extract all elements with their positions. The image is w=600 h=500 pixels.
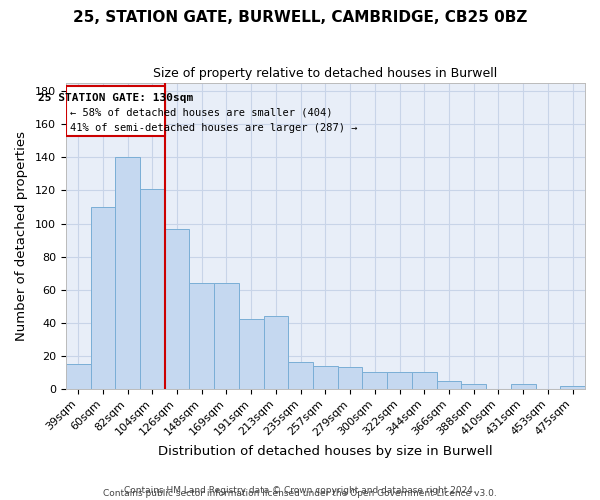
Text: Contains HM Land Registry data © Crown copyright and database right 2024.: Contains HM Land Registry data © Crown c… xyxy=(124,486,476,495)
Bar xyxy=(387,372,412,389)
Bar xyxy=(263,316,289,389)
Bar xyxy=(560,386,585,389)
Bar xyxy=(511,384,536,389)
Bar xyxy=(190,283,214,389)
Title: Size of property relative to detached houses in Burwell: Size of property relative to detached ho… xyxy=(153,68,497,80)
Bar xyxy=(214,283,239,389)
Bar xyxy=(313,366,338,389)
Bar xyxy=(338,368,362,389)
Bar xyxy=(66,86,164,136)
Bar xyxy=(66,364,91,389)
Text: 25, STATION GATE, BURWELL, CAMBRIDGE, CB25 0BZ: 25, STATION GATE, BURWELL, CAMBRIDGE, CB… xyxy=(73,10,527,25)
Bar xyxy=(362,372,387,389)
Bar xyxy=(164,228,190,389)
Bar xyxy=(437,380,461,389)
Text: Contains public sector information licensed under the Open Government Licence v3: Contains public sector information licen… xyxy=(103,488,497,498)
Y-axis label: Number of detached properties: Number of detached properties xyxy=(15,131,28,341)
Bar xyxy=(289,362,313,389)
Bar xyxy=(140,189,164,389)
Bar xyxy=(412,372,437,389)
Bar xyxy=(461,384,486,389)
Bar xyxy=(91,207,115,389)
Text: 25 STATION GATE: 130sqm: 25 STATION GATE: 130sqm xyxy=(38,93,193,103)
Bar xyxy=(239,320,263,389)
X-axis label: Distribution of detached houses by size in Burwell: Distribution of detached houses by size … xyxy=(158,444,493,458)
Text: ← 58% of detached houses are smaller (404): ← 58% of detached houses are smaller (40… xyxy=(70,108,332,118)
Text: 41% of semi-detached houses are larger (287) →: 41% of semi-detached houses are larger (… xyxy=(70,122,357,132)
Bar xyxy=(115,158,140,389)
